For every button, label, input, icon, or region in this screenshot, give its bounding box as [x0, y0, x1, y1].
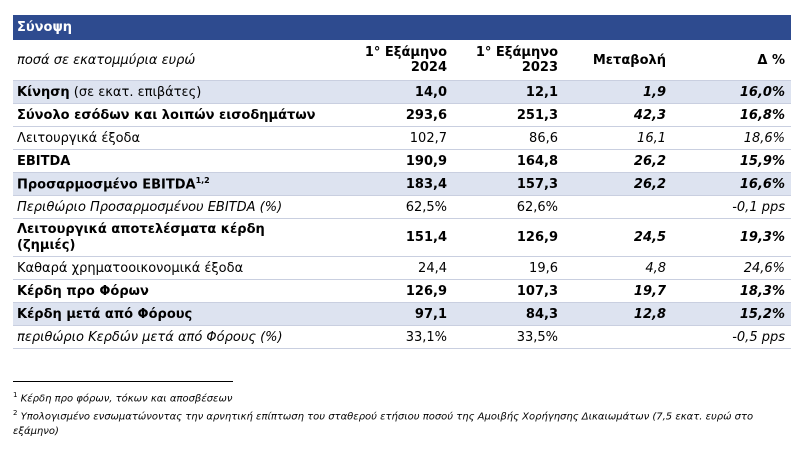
cell-pct: -0,1 pps [732, 199, 785, 215]
table-row-profit-before-tax: Κέρδη προ Φόρων 126,9 107,3 19,7 18,3% [13, 280, 791, 303]
unit-label: ποσά σε εκατομμύρια ευρώ [17, 52, 196, 68]
footnotes: 1 Κέρδη προ φόρων, τόκων και αποσβέσεων … [13, 388, 793, 439]
row-label: περιθώριο Κερδών μετά από Φόρους (%) [17, 329, 283, 345]
table-row-adjusted-ebitda-margin: Περιθώριο Προσαρμοσμένου EBITDA (%) 62,5… [13, 196, 791, 219]
cell-change: 42,3 [633, 107, 666, 123]
cell-2024: 102,7 [409, 130, 447, 146]
cell-change: 19,7 [633, 283, 666, 299]
row-label: Λειτουργικά αποτελέσματα κέρδη (ζημιές) [17, 221, 265, 253]
header-col-2023: 1° Εξάμηνο 2023 [475, 45, 558, 75]
cell-pct: 16,6% [739, 176, 785, 192]
cell-pct: 15,2% [739, 306, 785, 322]
footnote-2: 2 Υπολογισμένο ενσωματώνοντας την αρνητι… [13, 409, 754, 437]
cell-2024: 33,1% [405, 329, 447, 345]
cell-pct: 19,3% [739, 230, 785, 245]
cell-2023: 251,3 [516, 107, 558, 123]
cell-change: 4,8 [645, 260, 666, 276]
cell-pct: 24,6% [743, 260, 785, 276]
header-col-pct: Δ % [757, 52, 785, 68]
table-title: Σύνοψη [13, 15, 791, 40]
cell-change: 12,8 [633, 306, 666, 322]
cell-2023: 19,6 [529, 260, 558, 276]
row-label: Καθαρά χρηματοοικονομικά έξοδα [17, 260, 244, 276]
cell-2024: 183,4 [405, 176, 447, 192]
table-row-operating-expenses: Λειτουργικά έξοδα 102,7 86,6 16,1 18,6% [13, 127, 791, 150]
cell-pct: -0,5 pps [732, 329, 785, 345]
row-label: Λειτουργικά έξοδα [17, 130, 141, 146]
cell-2024: 24,4 [418, 260, 447, 276]
row-label: Κέρδη μετά από Φόρους [17, 306, 193, 322]
cell-change: 1,9 [642, 84, 666, 100]
table-row-ebitda: EBITDA 190,9 164,8 26,2 15,9% [13, 150, 791, 173]
cell-2023: 164,8 [516, 153, 558, 169]
row-label: Σύνολο εσόδων και λοιπών εισοδημάτων [17, 107, 316, 123]
table-row-net-finance-costs: Καθαρά χρηματοοικονομικά έξοδα 24,4 19,6… [13, 257, 791, 280]
cell-change: 26,2 [633, 153, 666, 169]
cell-change: 26,2 [633, 176, 666, 192]
cell-2023: 33,5% [516, 329, 558, 345]
cell-pct: 15,9% [739, 153, 785, 169]
cell-pct: 18,6% [743, 130, 785, 146]
footnote-ref: 1,2 [195, 175, 210, 185]
row-label: Περιθώριο Προσαρμοσμένου EBITDA (%) [17, 199, 283, 215]
header-col-2024: 1° Εξάμηνο 2024 [364, 45, 447, 75]
cell-2023: 107,3 [516, 283, 558, 299]
row-label: Κέρδη προ Φόρων [17, 283, 149, 299]
cell-2024: 62,5% [405, 199, 447, 215]
cell-2023: 157,3 [516, 176, 558, 192]
summary-table: Σύνοψη ποσά σε εκατομμύρια ευρώ 1° Εξάμη… [13, 15, 791, 349]
cell-2024: 151,4 [405, 230, 447, 245]
row-label: Προσαρμοσμένο EBITDA1,2 [17, 175, 210, 193]
table-row-operating-results: Λειτουργικά αποτελέσματα κέρδη (ζημιές) … [13, 219, 791, 257]
cell-2024: 126,9 [405, 283, 447, 299]
row-label: EBITDA [17, 153, 71, 169]
cell-2024: 14,0 [414, 84, 447, 100]
cell-2024: 97,1 [414, 306, 447, 322]
table-row-profit-margin: περιθώριο Κερδών μετά από Φόρους (%) 33,… [13, 326, 791, 349]
footnote-divider [13, 381, 233, 382]
cell-change: 24,5 [633, 230, 666, 245]
table-row-adjusted-ebitda: Προσαρμοσμένο EBITDA1,2 183,4 157,3 26,2… [13, 173, 791, 196]
cell-pct: 16,8% [739, 107, 785, 123]
cell-2023: 126,9 [516, 230, 558, 245]
cell-2023: 86,6 [529, 130, 558, 146]
cell-2024: 293,6 [405, 107, 447, 123]
footnote-1: 1 Κέρδη προ φόρων, τόκων και αποσβέσεων [13, 391, 233, 405]
header-col-change: Μεταβολή [592, 52, 666, 68]
table-header-row: ποσά σε εκατομμύρια ευρώ 1° Εξάμηνο 2024… [13, 40, 791, 81]
cell-pct: 18,3% [739, 283, 785, 299]
cell-change: 16,1 [637, 130, 666, 146]
table-row-profit-after-tax: Κέρδη μετά από Φόρους 97,1 84,3 12,8 15,… [13, 303, 791, 326]
cell-2024: 190,9 [405, 153, 447, 169]
cell-pct: 16,0% [739, 84, 785, 100]
row-label: Κίνηση (σε εκατ. επιβάτες) [17, 84, 202, 100]
cell-2023: 84,3 [525, 306, 558, 322]
cell-2023: 12,1 [525, 84, 558, 100]
cell-2023: 62,6% [516, 199, 558, 215]
table-row-total-revenue: Σύνολο εσόδων και λοιπών εισοδημάτων 293… [13, 104, 791, 127]
table-row-traffic: Κίνηση (σε εκατ. επιβάτες) 14,0 12,1 1,9… [13, 81, 791, 104]
